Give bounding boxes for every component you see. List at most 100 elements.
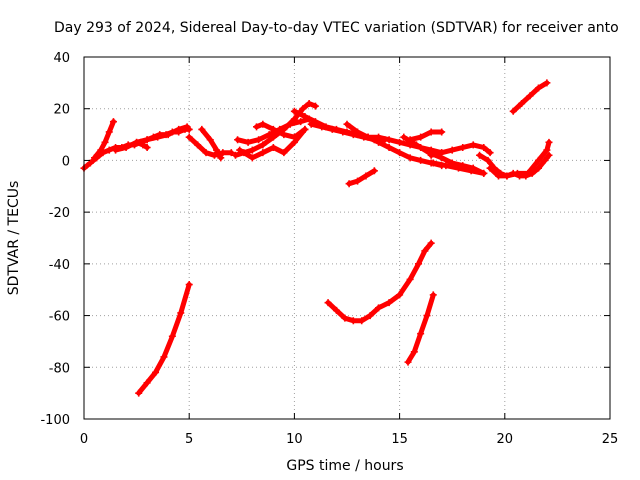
x-tick-label: 5 bbox=[185, 432, 193, 447]
data-point-marker bbox=[259, 141, 267, 149]
y-tick-label: -20 bbox=[49, 206, 70, 221]
y-tick-label: 40 bbox=[53, 51, 70, 66]
data-point-marker bbox=[290, 133, 298, 141]
data-point-marker bbox=[105, 128, 113, 136]
data-point-marker bbox=[143, 144, 151, 151]
data-point-marker bbox=[480, 144, 488, 151]
data-point-marker bbox=[160, 353, 168, 361]
data-point-marker bbox=[339, 128, 347, 136]
data-point-marker bbox=[526, 92, 534, 100]
y-tick-label: -80 bbox=[49, 361, 70, 376]
data-point-marker bbox=[217, 154, 225, 162]
data-point-marker bbox=[534, 84, 542, 92]
data-point-marker bbox=[364, 133, 372, 141]
x-tick-label: 15 bbox=[391, 432, 408, 447]
data-point-marker bbox=[154, 133, 162, 141]
data-point-marker bbox=[152, 368, 160, 376]
data-point-marker bbox=[427, 151, 435, 159]
data-point-marker bbox=[185, 133, 193, 141]
series-line bbox=[199, 126, 224, 161]
data-point-marker bbox=[476, 151, 484, 159]
data-point-marker bbox=[354, 177, 362, 185]
data-point-marker bbox=[534, 156, 542, 164]
data-point-marker bbox=[297, 118, 305, 126]
series-line bbox=[325, 240, 434, 324]
data-point-marker bbox=[509, 107, 517, 115]
data-point-marker bbox=[194, 141, 202, 149]
series-line bbox=[136, 282, 192, 396]
data-point-marker bbox=[438, 128, 446, 136]
data-point-marker bbox=[412, 141, 420, 149]
data-point-marker bbox=[265, 131, 273, 139]
data-point-marker bbox=[97, 146, 105, 154]
data-point-marker bbox=[175, 125, 183, 133]
data-point-marker bbox=[375, 304, 383, 312]
data-point-marker bbox=[455, 164, 463, 172]
data-point-marker bbox=[286, 120, 294, 128]
data-point-marker bbox=[484, 156, 492, 164]
series-track-13 bbox=[343, 120, 446, 170]
data-point-marker bbox=[101, 138, 109, 146]
data-point-marker bbox=[417, 330, 425, 338]
data-point-marker bbox=[253, 123, 261, 131]
data-point-marker bbox=[198, 125, 206, 133]
data-point-marker bbox=[86, 159, 94, 167]
data-point-marker bbox=[259, 120, 267, 128]
data-point-marker bbox=[255, 136, 263, 144]
data-point-marker bbox=[109, 118, 117, 126]
data-point-marker bbox=[486, 164, 494, 172]
data-series bbox=[80, 79, 553, 397]
data-point-marker bbox=[299, 105, 307, 113]
data-point-marker bbox=[503, 172, 511, 180]
y-tick-label: -40 bbox=[49, 258, 70, 273]
data-point-marker bbox=[404, 358, 412, 366]
data-point-marker bbox=[349, 131, 357, 139]
data-point-marker bbox=[213, 146, 221, 154]
data-point-marker bbox=[524, 169, 532, 177]
x-tick-label: 0 bbox=[80, 432, 88, 447]
data-point-marker bbox=[349, 317, 357, 325]
series-track-2 bbox=[91, 118, 117, 162]
data-point-marker bbox=[427, 128, 435, 136]
data-point-marker bbox=[381, 136, 389, 144]
data-point-marker bbox=[429, 291, 437, 299]
data-point-marker bbox=[518, 100, 526, 108]
series-track-21 bbox=[509, 79, 551, 115]
data-point-marker bbox=[396, 291, 404, 299]
data-point-marker bbox=[459, 144, 467, 151]
series-track-4 bbox=[133, 123, 191, 146]
data-point-marker bbox=[135, 389, 143, 397]
data-point-marker bbox=[545, 138, 553, 146]
data-point-marker bbox=[513, 169, 521, 177]
series-track-10 bbox=[253, 120, 309, 141]
data-point-marker bbox=[423, 312, 431, 320]
data-point-marker bbox=[345, 180, 353, 188]
data-point-marker bbox=[467, 167, 475, 175]
data-point-marker bbox=[324, 299, 332, 307]
series-track-15 bbox=[406, 128, 446, 144]
series-track-24 bbox=[404, 291, 437, 366]
data-point-marker bbox=[248, 146, 256, 154]
data-point-marker bbox=[231, 151, 239, 159]
data-point-marker bbox=[545, 151, 553, 159]
data-point-marker bbox=[370, 167, 378, 175]
data-point-marker bbox=[400, 133, 408, 141]
data-point-marker bbox=[534, 164, 542, 172]
x-tick-label: 10 bbox=[286, 432, 303, 447]
data-point-marker bbox=[396, 149, 404, 157]
data-point-marker bbox=[164, 131, 172, 139]
data-point-marker bbox=[301, 112, 309, 120]
data-point-marker bbox=[227, 149, 235, 157]
data-point-marker bbox=[410, 348, 418, 356]
data-point-marker bbox=[469, 141, 477, 149]
y-axis-label: SDTVAR / TECUs bbox=[6, 181, 22, 296]
data-point-marker bbox=[417, 133, 425, 141]
data-point-marker bbox=[415, 260, 423, 268]
series-track-16 bbox=[427, 141, 494, 159]
data-point-marker bbox=[177, 309, 185, 317]
data-point-marker bbox=[202, 149, 210, 157]
chart-title: Day 293 of 2024, Sidereal Day-to-day VTE… bbox=[54, 20, 619, 36]
data-point-marker bbox=[143, 379, 151, 387]
data-point-marker bbox=[236, 146, 244, 154]
data-point-marker bbox=[133, 138, 141, 146]
